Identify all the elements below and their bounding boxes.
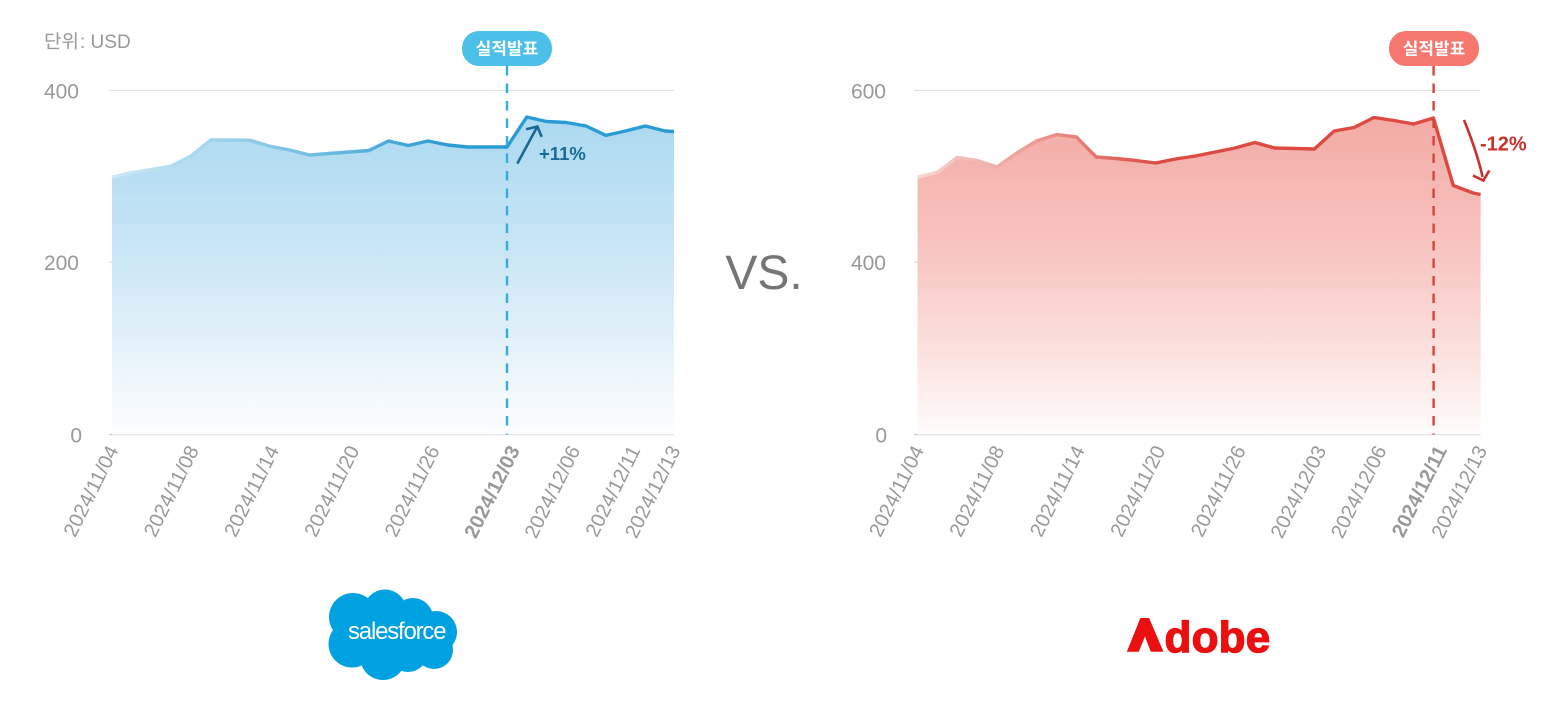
svg-text:2024/11/08: 2024/11/08 [946, 442, 1010, 540]
svg-text:2024/12/06: 2024/12/06 [1327, 442, 1391, 541]
svg-text:2024/11/26: 2024/11/26 [381, 442, 445, 540]
svg-text:400: 400 [44, 81, 79, 104]
svg-text:0: 0 [70, 425, 82, 448]
svg-text:2024/11/14: 2024/11/14 [220, 442, 284, 540]
svg-text:salesforce: salesforce [348, 618, 446, 645]
svg-text:+11%: +11% [539, 143, 586, 164]
svg-text:-12%: -12% [1480, 134, 1527, 156]
svg-text:2024/11/08: 2024/11/08 [140, 442, 204, 540]
svg-text:2024/11/20: 2024/11/20 [1107, 442, 1171, 540]
svg-text:400: 400 [851, 252, 886, 275]
svg-text:2024/11/20: 2024/11/20 [301, 442, 365, 540]
svg-text:2024/12/06: 2024/12/06 [521, 442, 585, 541]
svg-text:VS.: VS. [725, 247, 802, 300]
svg-text:600: 600 [851, 81, 886, 104]
svg-text:dobe: dobe [1165, 613, 1271, 662]
svg-text:2024/12/03: 2024/12/03 [1267, 442, 1331, 541]
svg-text:2024/11/04: 2024/11/04 [865, 442, 929, 540]
svg-text:: USD: : USD [80, 32, 131, 53]
svg-text:0: 0 [875, 425, 887, 448]
svg-text:2024/11/14: 2024/11/14 [1026, 442, 1090, 540]
svg-text:2024/11/04: 2024/11/04 [60, 442, 124, 540]
svg-text:2024/12/03: 2024/12/03 [461, 442, 525, 541]
svg-text:2024/11/26: 2024/11/26 [1187, 442, 1251, 540]
svg-text:200: 200 [44, 252, 79, 275]
